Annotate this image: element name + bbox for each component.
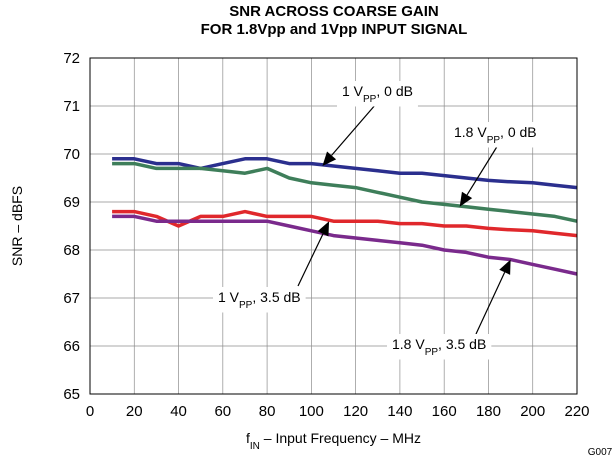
x-tick-label: 80 — [259, 403, 276, 420]
x-tick-label: 100 — [299, 403, 324, 420]
x-tick-label: 40 — [170, 403, 187, 420]
annotation-4: 1.8 VPP, 3.5 dB — [387, 259, 511, 360]
series-line-2 — [112, 161, 578, 223]
grid-lines — [90, 58, 577, 394]
x-tick-labels: 0 20 40 60 80 100 120 140 160 180 200 220 — [86, 403, 590, 420]
y-tick-label: 68 — [63, 242, 80, 259]
figure-id: G007 — [588, 447, 613, 458]
annotation-arrow-head — [322, 151, 337, 166]
x-axis-label-rest: – Input Frequency – MHz — [260, 430, 421, 446]
y-tick-label: 65 — [63, 386, 80, 403]
y-tick-label: 66 — [63, 338, 80, 355]
annotation-bg — [387, 334, 492, 360]
series-lines — [112, 157, 578, 276]
annotation-arrow-head — [459, 191, 473, 207]
x-tick-label: 160 — [432, 403, 457, 420]
annotation-label: 1 VPP, 0 dB — [342, 83, 413, 105]
chart-title: SNR ACROSS COARSE GAIN — [229, 3, 438, 20]
y-axis-label: SNR – dBFS — [9, 186, 25, 266]
x-tick-label: 120 — [343, 403, 368, 420]
annotation-arrow-head — [499, 259, 511, 275]
y-tick-label: 67 — [63, 290, 80, 307]
annotation-arrow-line — [331, 103, 377, 156]
x-tick-label: 200 — [520, 403, 545, 420]
annotation-arrow-line — [466, 144, 499, 196]
plot-frame — [89, 57, 578, 395]
annotation-bg — [449, 122, 542, 148]
chart-subtitle: FOR 1.8Vpp and 1Vpp INPUT SIGNAL — [201, 21, 468, 38]
series-line-4 — [112, 214, 578, 276]
y-tick-label: 70 — [63, 146, 80, 163]
annotation-arrow-head — [317, 221, 330, 237]
x-tick-label: 60 — [214, 403, 231, 420]
x-tick-label: 180 — [476, 403, 501, 420]
x-tick-label: 140 — [387, 403, 412, 420]
y-tick-label: 72 — [63, 50, 80, 67]
y-tick-labels: 65 66 67 68 69 70 71 72 — [63, 50, 80, 403]
x-tick-label: 220 — [564, 403, 589, 420]
annotation-2: 1.8 VPP, 0 dB — [449, 122, 542, 207]
x-tick-label: 0 — [86, 403, 94, 420]
annotation-arrow-line — [475, 272, 506, 335]
annotations: 1 VPP, 0 dB 1.8 VPP, 0 dB 1 VPP, 3.5 dB 1.8… — [213, 81, 542, 360]
y-tick-label: 71 — [63, 98, 80, 115]
series-line-1 — [112, 157, 578, 190]
annotation-label: 1 VPP, 3.5 dB — [218, 289, 301, 311]
x-axis-label-prefix: f — [246, 430, 250, 446]
x-axis-label-sub: IN — [250, 441, 260, 452]
annotation-label: 1.8 VPP, 0 dB — [454, 124, 537, 146]
x-tick-label: 20 — [126, 403, 143, 420]
annotation-3: 1 VPP, 3.5 dB — [213, 221, 330, 313]
annotation-arrow-line — [297, 233, 324, 287]
y-tick-label: 69 — [63, 194, 80, 211]
series-line-3 — [112, 209, 578, 238]
x-axis-label: fIN – Input Frequency – MHz — [246, 430, 421, 452]
annotation-bg — [213, 287, 306, 313]
annotation-label: 1.8 VPP, 3.5 dB — [392, 336, 486, 358]
annotation-bg — [337, 81, 418, 107]
annotation-1: 1 VPP, 0 dB — [322, 81, 418, 166]
